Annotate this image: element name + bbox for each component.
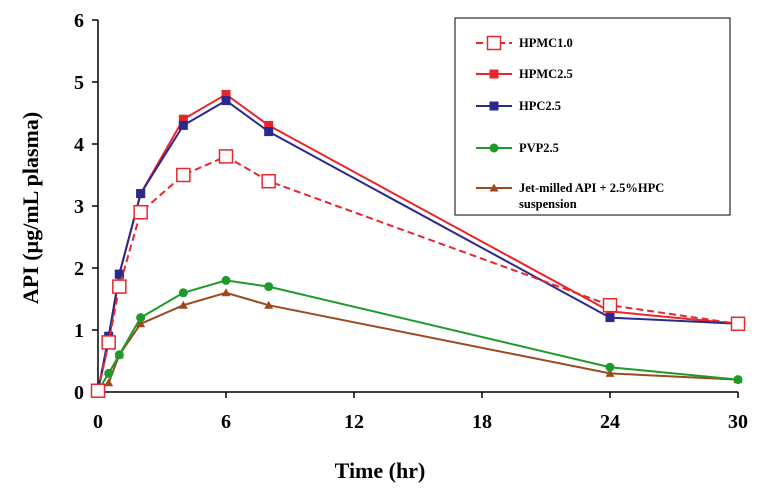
x-tick-label: 18 — [472, 411, 492, 433]
data-point — [178, 300, 188, 309]
data-point — [90, 383, 106, 399]
y-tick-label: 5 — [74, 72, 84, 94]
series-hpmc1-0 — [90, 149, 746, 399]
x-tick-label: 30 — [728, 411, 748, 433]
data-point — [114, 350, 124, 360]
y-tick-label: 1 — [74, 320, 84, 342]
data-point — [176, 167, 191, 183]
data-point — [136, 189, 146, 199]
legend-label: HPMC2.5 — [519, 67, 573, 81]
legend: HPMC1.0 HPMC2.5 HPC2.5 PVP2.5 Jet-milled API… — [454, 17, 731, 216]
legend-item: HPC2.5 — [476, 99, 561, 113]
y-tick-label: 2 — [74, 258, 84, 280]
y-tick-label: 0 — [74, 382, 84, 404]
series-line — [97, 155, 739, 391]
x-tick-label: 24 — [600, 411, 620, 433]
data-point — [261, 173, 276, 189]
y-axis-title: API (µg/mL plasma) — [18, 112, 43, 304]
legend-item: HPMC2.5 — [476, 67, 573, 81]
data-point — [264, 300, 274, 309]
plot-area — [90, 89, 746, 399]
x-tick-label: 12 — [344, 411, 364, 433]
data-point — [264, 127, 274, 137]
data-point — [602, 297, 618, 313]
data-point — [136, 313, 146, 323]
data-point — [264, 282, 274, 292]
data-point — [178, 114, 188, 124]
data-point — [221, 96, 231, 106]
series-pvp2-5 — [93, 275, 743, 396]
data-point — [730, 316, 746, 332]
series-jet-milled-api-2-5-hpc-suspension — [93, 288, 743, 395]
data-point — [104, 378, 114, 387]
data-point — [486, 35, 502, 51]
data-point — [221, 288, 231, 297]
data-point — [489, 143, 499, 153]
data-point — [489, 183, 499, 192]
legend-item: HPMC1.0 — [476, 35, 573, 51]
y-tick-label: 4 — [74, 134, 84, 156]
data-point — [178, 120, 188, 130]
data-point — [264, 120, 274, 130]
data-point — [218, 149, 234, 164]
legend-label: PVP2.5 — [519, 141, 559, 155]
y-tick-label: 3 — [74, 196, 84, 218]
data-point — [114, 269, 124, 279]
legend-item: Jet-milled API + 2.5%HPC suspension — [476, 181, 664, 211]
data-point — [605, 362, 615, 372]
legend-item: PVP2.5 — [476, 141, 559, 155]
data-point — [733, 375, 743, 385]
x-tick-label: 0 — [93, 411, 103, 433]
data-point — [104, 368, 114, 378]
data-point — [101, 335, 116, 350]
data-point — [133, 204, 148, 220]
series-line — [97, 291, 739, 392]
legend-label: suspension — [519, 197, 577, 211]
legend-label: HPMC1.0 — [519, 36, 573, 50]
x-tick-label: 6 — [221, 411, 231, 433]
data-point — [136, 319, 146, 328]
data-point — [221, 89, 231, 99]
data-point — [178, 288, 188, 298]
data-point — [605, 368, 615, 377]
legend-label: Jet-milled API + 2.5%HPC — [519, 181, 664, 195]
data-point — [489, 101, 499, 111]
legend-box — [454, 17, 731, 216]
data-point — [489, 69, 499, 79]
data-point — [605, 313, 615, 323]
x-axis-title: Time (hr) — [335, 458, 426, 483]
data-point — [221, 275, 231, 285]
legend-label: HPC2.5 — [519, 99, 561, 113]
y-tick-label: 6 — [74, 10, 84, 32]
data-point — [112, 279, 127, 294]
